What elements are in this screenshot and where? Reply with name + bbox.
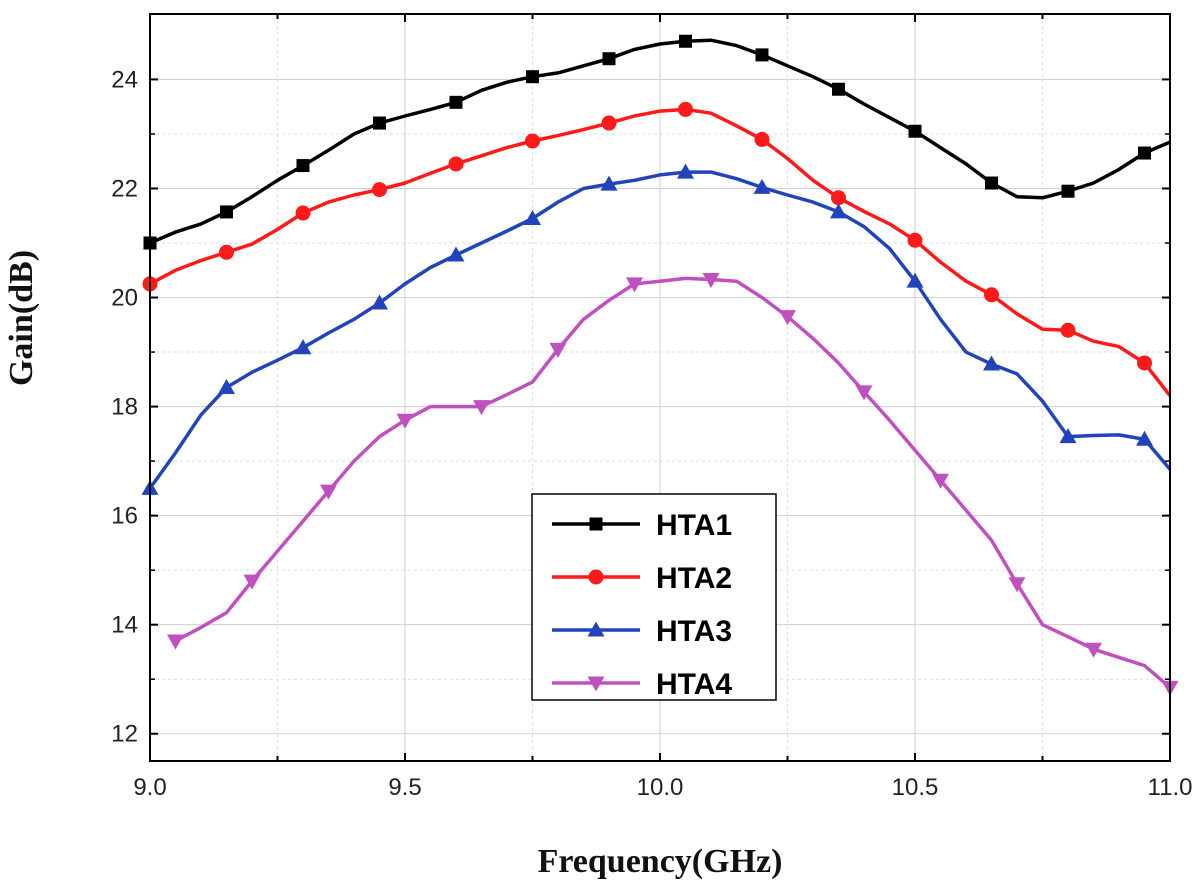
data-point-hta1 — [296, 159, 310, 173]
data-point-hta2 — [1060, 322, 1076, 338]
data-point-hta1 — [1138, 146, 1151, 160]
axis-ticks — [149, 14, 1171, 761]
data-point-hta2 — [831, 190, 846, 206]
legend-label: HTA3 — [656, 615, 732, 648]
data-point-hta2 — [754, 131, 770, 147]
data-point-hta1 — [1061, 184, 1075, 198]
y-tick-label: 24 — [111, 66, 138, 93]
data-point-hta1 — [679, 34, 692, 48]
y-tick-label: 12 — [111, 721, 138, 748]
legend-swatch-marker — [588, 569, 604, 585]
tick-labels: 12 14 16 18 20 22 24 9.0 9.5 10.0 10.5 11.0 — [111, 66, 1192, 801]
y-tick-label: 22 — [111, 175, 138, 202]
data-point-hta4 — [320, 484, 337, 500]
data-point-hta4 — [243, 574, 261, 590]
data-point-hta1 — [373, 116, 386, 130]
data-point-hta2 — [219, 244, 234, 260]
data-point-hta2 — [448, 156, 464, 172]
data-point-hta4 — [702, 273, 720, 289]
legend: HTA1 HTA2 HTA3 HTA4 — [531, 493, 777, 701]
data-point-hta2 — [601, 115, 617, 131]
data-point-hta1 — [449, 95, 463, 109]
x-tick-label: 9.0 — [133, 774, 166, 801]
x-axis-title: Frequency(GHz) — [538, 843, 783, 880]
data-point-hta4 — [1085, 642, 1102, 658]
series-hta2 — [142, 101, 1172, 397]
data-point-hta3 — [906, 272, 924, 288]
y-tick-label: 14 — [111, 612, 138, 639]
data-point-hta1 — [526, 70, 539, 84]
legend-swatch-marker — [587, 621, 605, 637]
series-line-hta1 — [149, 38, 1171, 245]
data-point-hta3 — [830, 203, 847, 219]
legend-swatch-marker — [587, 676, 605, 692]
x-tick-label: 10.0 — [637, 774, 684, 801]
data-point-hta3 — [1136, 430, 1153, 446]
data-point-hta4 — [932, 473, 949, 489]
y-tick-label: 20 — [111, 285, 138, 312]
data-point-hta3 — [983, 355, 1000, 371]
data-point-hta4 — [626, 277, 643, 293]
legend-swatch-marker — [589, 517, 603, 531]
data-point-hta3 — [371, 294, 388, 310]
data-point-hta3 — [294, 339, 312, 355]
legend-label: HTA2 — [656, 562, 732, 595]
x-tick-label: 10.5 — [892, 774, 939, 801]
data-point-hta3 — [218, 379, 235, 394]
data-point-hta3 — [524, 209, 541, 225]
legend-entry-hta2: HTA2 — [552, 562, 732, 595]
data-point-hta3 — [753, 178, 771, 194]
data-point-hta1 — [220, 205, 233, 219]
y-axis-title: Gain(dB) — [3, 250, 40, 386]
legend-entry-hta1: HTA1 — [552, 509, 732, 542]
series-line-hta2 — [149, 107, 1172, 397]
data-point-hta4 — [855, 385, 873, 401]
data-point-hta4 — [167, 634, 184, 650]
data-point-hta4 — [473, 400, 490, 416]
series-layer — [141, 34, 1179, 696]
data-point-hta2 — [907, 232, 923, 248]
data-point-hta1 — [908, 124, 922, 138]
series-line-hta3 — [148, 170, 1172, 490]
data-point-hta4 — [1008, 577, 1026, 593]
data-point-hta2 — [678, 101, 693, 117]
data-point-hta1 — [832, 82, 845, 96]
data-point-hta4 — [396, 413, 414, 429]
legend-box — [531, 493, 777, 701]
data-point-hta3 — [1059, 428, 1077, 444]
x-tick-label: 9.5 — [388, 774, 421, 801]
data-point-hta3 — [677, 163, 694, 179]
legend-label: HTA1 — [656, 509, 732, 542]
legend-entry-hta3: HTA3 — [552, 615, 732, 648]
data-point-hta3 — [600, 175, 618, 191]
data-point-hta1 — [755, 48, 769, 62]
data-point-hta1 — [602, 52, 616, 66]
legend-label: HTA4 — [656, 668, 732, 701]
x-tick-label: 11.0 — [1148, 774, 1193, 801]
series-line-hta4 — [174, 276, 1172, 689]
data-point-hta4 — [549, 342, 567, 358]
legend-entry-hta4: HTA4 — [552, 668, 732, 701]
data-point-hta2 — [1137, 355, 1152, 371]
y-tick-label: 16 — [111, 503, 138, 530]
data-point-hta2 — [984, 287, 999, 303]
y-tick-label: 18 — [111, 394, 138, 421]
data-point-hta2 — [295, 205, 311, 221]
data-point-hta4 — [779, 310, 796, 326]
data-point-hta3 — [447, 246, 465, 262]
series-hta1 — [143, 34, 1171, 250]
data-point-hta1 — [985, 176, 998, 190]
data-point-hta2 — [525, 133, 540, 149]
data-point-hta2 — [372, 182, 387, 198]
